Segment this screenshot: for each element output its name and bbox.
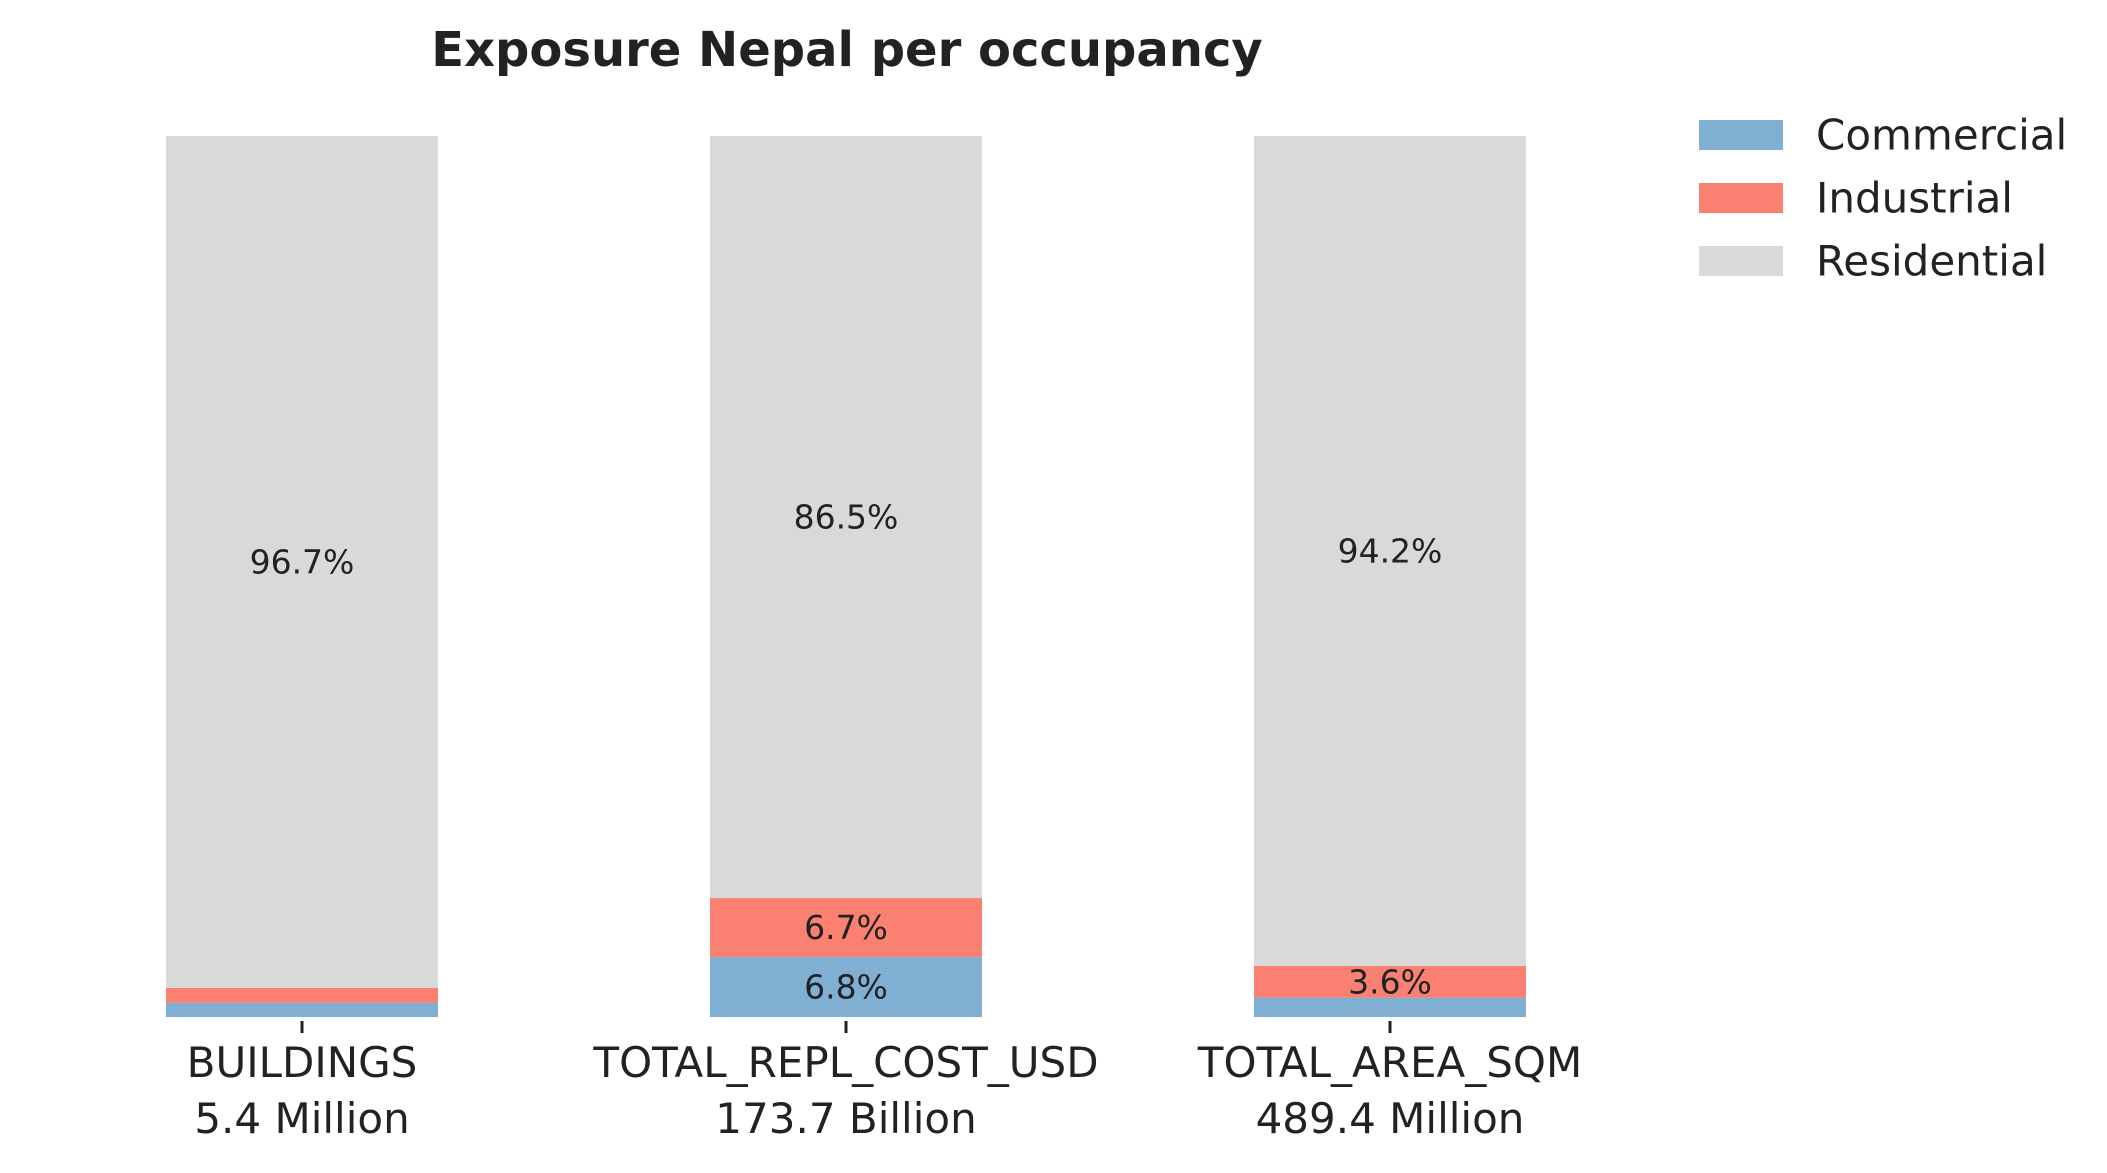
- legend-label-commercial: Commercial: [1816, 111, 2067, 160]
- x-tick-total-total-area-sqm: 489.4 Million: [1256, 1094, 1525, 1143]
- data-labels-layer: 96.7% 6.8% 6.7% 86.5% 3.6% 94.2%: [250, 498, 1443, 1007]
- x-tick-label-total-area-sqm: TOTAL_AREA_SQM: [1197, 1038, 1582, 1087]
- data-label-residential-total-repl-cost-usd: 86.5%: [794, 498, 899, 537]
- bar-residential-buildings: [166, 136, 438, 988]
- data-label-industrial-total-repl-cost-usd: 6.7%: [804, 908, 888, 947]
- bar-commercial-total-repl-cost-usd: [710, 957, 982, 1017]
- data-label-residential-total-area-sqm: 94.2%: [1338, 531, 1443, 570]
- bar-industrial-total-area-sqm: [1254, 965, 1526, 998]
- bar-commercial-total-area-sqm: [1254, 997, 1526, 1017]
- x-tick-label-total-repl-cost-usd: TOTAL_REPL_COST_USD: [592, 1038, 1098, 1087]
- chart-title: Exposure Nepal per occupancy: [431, 22, 1262, 78]
- x-tick-label-buildings: BUILDINGS: [187, 1038, 418, 1087]
- legend-swatch-residential: [1699, 246, 1783, 276]
- legend-swatch-industrial: [1699, 183, 1783, 213]
- legend-label-residential: Residential: [1816, 237, 2047, 286]
- bar-residential-total-area-sqm: [1254, 136, 1526, 966]
- bar-industrial-buildings: [166, 987, 438, 1003]
- x-tick-total-buildings: 5.4 Million: [194, 1094, 409, 1143]
- legend-label-industrial: Industrial: [1816, 174, 2013, 223]
- data-label-industrial-total-area-sqm: 3.6%: [1348, 962, 1432, 1001]
- x-axis: BUILDINGS 5.4 Million TOTAL_REPL_COST_USD 1…: [187, 1021, 1582, 1143]
- bar-commercial-buildings: [166, 1002, 438, 1017]
- legend-swatch-commercial: [1699, 120, 1783, 150]
- bar-industrial-total-repl-cost-usd: [710, 898, 982, 958]
- x-tick-total-total-repl-cost-usd: 173.7 Billion: [715, 1094, 976, 1143]
- bars-layer: [166, 136, 1526, 1017]
- data-label-residential-buildings: 96.7%: [250, 542, 355, 581]
- bar-residential-total-repl-cost-usd: [710, 136, 982, 899]
- data-label-commercial-total-repl-cost-usd: 6.8%: [804, 968, 888, 1007]
- legend: Commercial Industrial Residential: [1699, 111, 2067, 286]
